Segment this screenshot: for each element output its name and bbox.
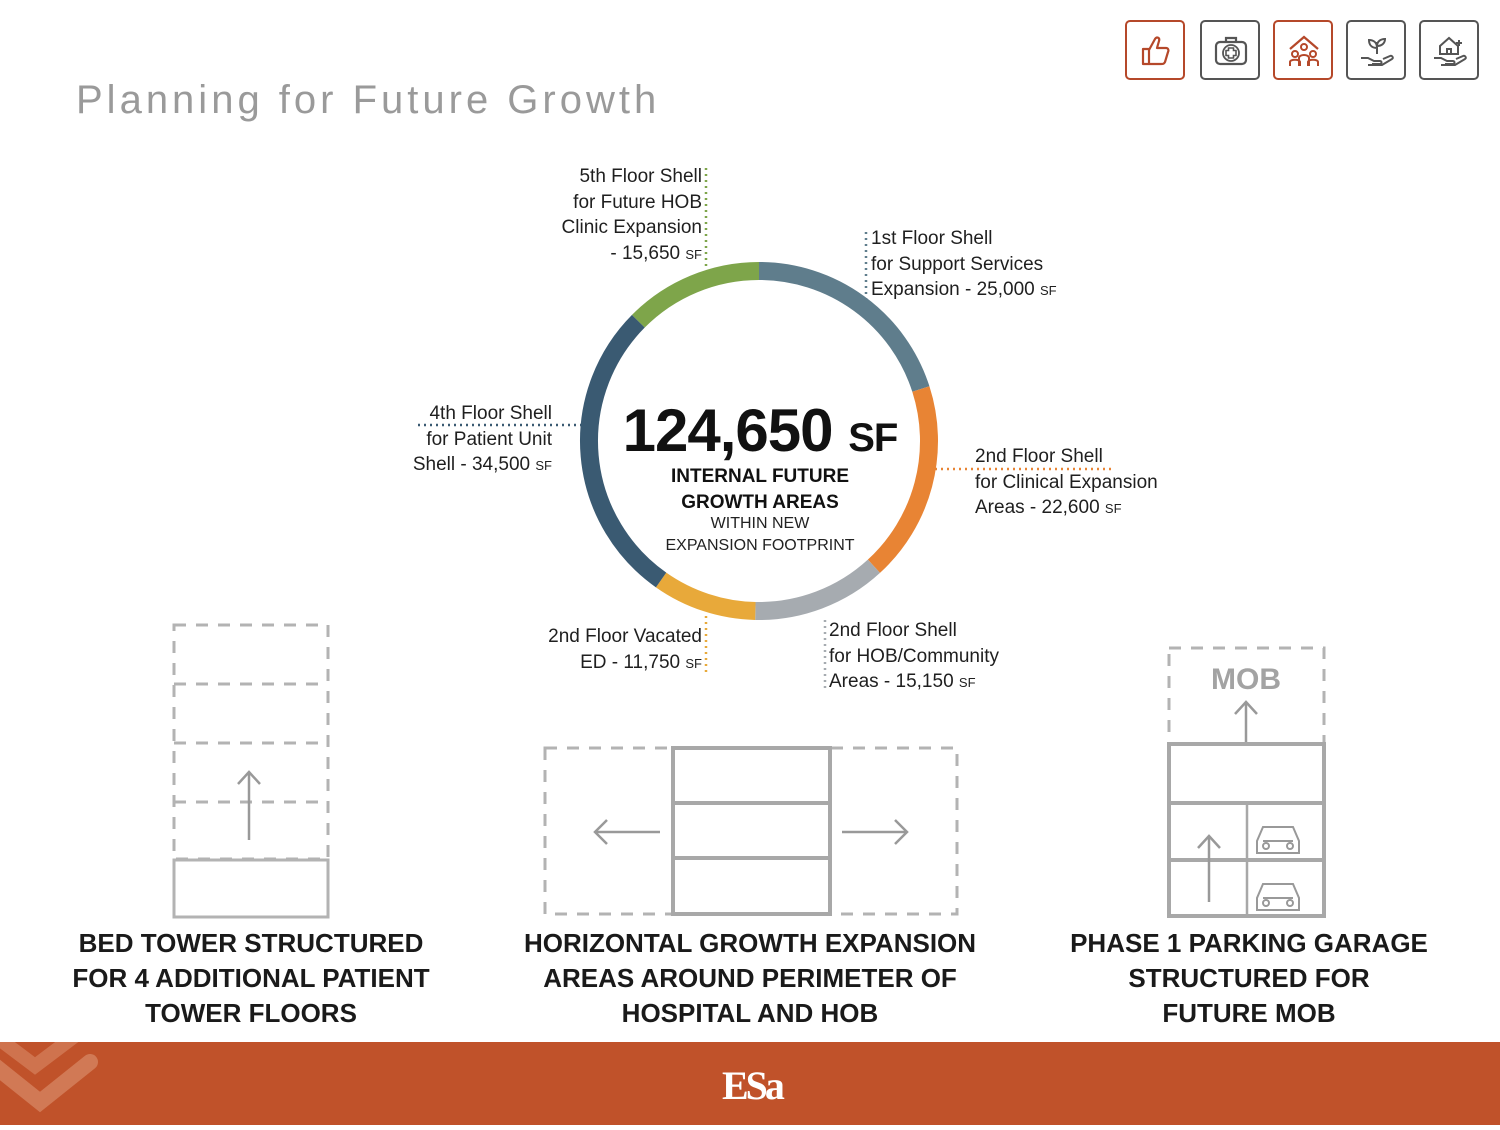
label-line: 2nd Floor Vacated bbox=[548, 626, 702, 647]
plant-in-hand-icon bbox=[1361, 37, 1394, 66]
label-line: 2nd Floor Shell bbox=[975, 446, 1103, 467]
mob-label: MOB bbox=[1211, 663, 1281, 696]
medical-kit-icon bbox=[1214, 36, 1248, 66]
label-line: for Patient Unit bbox=[426, 428, 552, 450]
caption-line: BED TOWER STRUCTURED bbox=[78, 928, 424, 958]
home-in-hand-button[interactable] bbox=[1419, 20, 1479, 80]
unit-label: SF bbox=[1104, 501, 1122, 516]
bed-tower-diagram bbox=[172, 623, 330, 919]
label-first-floor: 1st Floor Shell for Support Services Exp… bbox=[871, 226, 1057, 304]
unit-label: SF bbox=[958, 675, 976, 690]
caption-line: HOSPITAL AND HOB bbox=[621, 998, 879, 1028]
label-second-floor-vacated: 2nd Floor Vacated ED - 11,750 SF bbox=[500, 624, 702, 676]
caption-line: AREAS AROUND PERIMETER OF bbox=[543, 963, 957, 993]
parking-garage-diagram bbox=[1167, 646, 1326, 918]
caption-line: PHASE 1 PARKING GARAGE bbox=[1070, 928, 1428, 958]
center-line-4: EXPANSION FOOTPRINT bbox=[665, 537, 855, 554]
unit-label: SF bbox=[685, 246, 702, 262]
caption-parking-garage: PHASE 1 PARKING GARAGE STRUCTURED FOR FU… bbox=[1045, 926, 1453, 1031]
caption-horizontal-growth: HORIZONTAL GROWTH EXPANSION AREAS AROUND… bbox=[490, 926, 1010, 1031]
footer-bar bbox=[0, 1025, 1500, 1125]
ring-segment-1 bbox=[758, 262, 930, 392]
community-people-icon bbox=[1289, 35, 1319, 66]
unit-label: SF bbox=[685, 655, 702, 671]
ring-segment-4 bbox=[655, 572, 756, 620]
ring-segment-2 bbox=[867, 386, 938, 573]
label-line: Areas - 22,600 bbox=[975, 497, 1100, 518]
car-icon bbox=[1256, 826, 1300, 854]
unit-label: SF bbox=[1040, 283, 1057, 298]
label-line: Shell - 34,500 bbox=[412, 454, 531, 475]
label-fifth-floor: 5th Floor Shell for Future HOB Clinic Ex… bbox=[500, 164, 702, 267]
center-line-3: WITHIN NEW bbox=[710, 515, 810, 532]
total-area-value: 124,650 SF bbox=[590, 396, 930, 465]
label-line: 4th Floor Shell bbox=[429, 403, 552, 424]
growth-ring bbox=[580, 262, 938, 620]
label-second-floor-hob: 2nd Floor Shell for HOB/Community Areas … bbox=[829, 618, 999, 696]
label-line: 5th Floor Shell bbox=[579, 166, 702, 187]
label-second-floor-clinical: 2nd Floor Shell for Clinical Expansion A… bbox=[975, 444, 1158, 522]
ring-segment-3 bbox=[755, 559, 880, 620]
label-line: 2nd Floor Shell bbox=[829, 620, 957, 641]
label-line: ED - 11,750 bbox=[580, 651, 681, 673]
caption-line: HORIZONTAL GROWTH EXPANSION bbox=[523, 928, 977, 958]
ring-segment-5 bbox=[580, 314, 667, 588]
car-icon bbox=[1256, 883, 1300, 911]
unit-label: SF bbox=[535, 458, 552, 473]
caption-bed-tower: BED TOWER STRUCTURED FOR 4 ADDITIONAL PA… bbox=[40, 926, 462, 1031]
home-in-hand-icon bbox=[1434, 36, 1467, 66]
chevron-down-icon bbox=[0, 1025, 98, 1113]
medical-kit-button[interactable] bbox=[1200, 20, 1260, 80]
label-line: 1st Floor Shell bbox=[871, 228, 993, 249]
label-line: Areas - 15,150 bbox=[829, 671, 954, 692]
label-line: for Future HOB bbox=[573, 191, 702, 213]
page-title: Planning for Future Growth bbox=[76, 78, 661, 122]
horizontal-growth-diagram bbox=[543, 746, 959, 916]
label-line: - 15,650 bbox=[610, 242, 681, 264]
center-subheading: WITHIN NEW EXPANSION FOOTPRINT bbox=[590, 513, 930, 557]
label-line: for Support Services bbox=[871, 253, 1044, 275]
label-line: for Clinical Expansion bbox=[975, 471, 1158, 493]
thumbs-up-button[interactable] bbox=[1125, 20, 1185, 80]
caption-line: FUTURE MOB bbox=[1162, 998, 1336, 1028]
center-heading: INTERNAL FUTURE GROWTH AREAS bbox=[590, 464, 930, 516]
ring-segment-6 bbox=[631, 262, 760, 328]
plant-in-hand-button[interactable] bbox=[1346, 20, 1406, 80]
label-line: Expansion - 25,000 bbox=[871, 279, 1035, 300]
esa-logo: ESa bbox=[722, 1063, 785, 1108]
center-line-1: INTERNAL FUTURE bbox=[670, 466, 850, 487]
caption-line: FOR 4 ADDITIONAL PATIENT bbox=[72, 963, 430, 993]
center-line-2: GROWTH AREAS bbox=[681, 492, 839, 513]
caption-line: TOWER FLOORS bbox=[145, 998, 357, 1028]
thumbs-up-icon bbox=[1141, 36, 1170, 66]
label-line: Clinic Expansion bbox=[561, 217, 702, 238]
label-fourth-floor: 4th Floor Shell for Patient Unit Shell -… bbox=[360, 401, 552, 479]
total-number: 124,650 bbox=[622, 397, 834, 464]
caption-line: STRUCTURED FOR bbox=[1128, 963, 1370, 993]
label-line: for HOB/Community bbox=[829, 645, 999, 667]
total-unit: SF bbox=[848, 416, 898, 460]
community-people-button[interactable] bbox=[1273, 20, 1333, 80]
